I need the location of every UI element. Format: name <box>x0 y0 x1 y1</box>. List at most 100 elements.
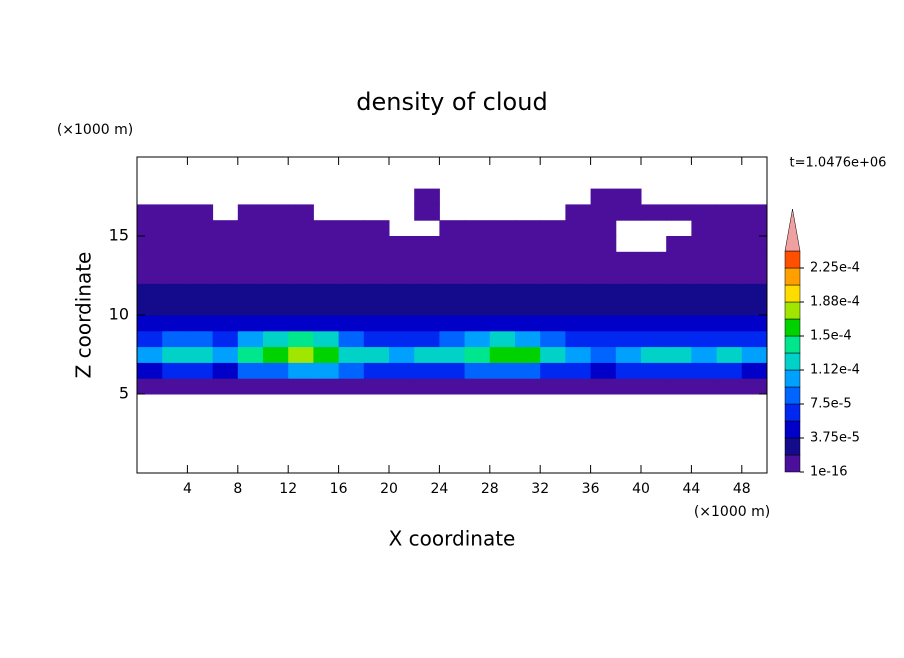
contour-cell <box>263 299 289 316</box>
contour-cell <box>489 251 516 269</box>
x-tick-label: 28 <box>481 481 499 497</box>
contour-cell <box>313 267 340 284</box>
contour-cell <box>515 378 541 395</box>
contour-cell <box>313 299 340 316</box>
contour-cell <box>641 251 667 269</box>
contour-cell <box>590 299 617 316</box>
contour-cell <box>716 251 743 269</box>
contour-cell <box>237 362 264 379</box>
contour-cell <box>338 330 365 348</box>
contour-cell <box>691 362 718 379</box>
contour-cell <box>590 220 617 237</box>
colorbar-tick-label: 2.25e-4 <box>810 261 860 276</box>
contour-cell <box>489 315 516 332</box>
contour-cell <box>464 220 491 237</box>
contour-cell <box>212 267 239 284</box>
contour-cell <box>515 283 541 300</box>
contour-cell <box>288 267 314 284</box>
contour-cell <box>414 330 440 348</box>
contour-cell <box>615 378 642 395</box>
contour-cell <box>237 251 264 269</box>
chart-title: density of cloud <box>356 88 547 116</box>
contour-cell <box>363 362 390 379</box>
contour-cell <box>338 299 365 316</box>
contour-cell <box>263 378 289 395</box>
contour-cell <box>515 330 541 348</box>
contour-cell <box>363 330 390 348</box>
contour-cell <box>615 362 642 379</box>
contour-cell <box>212 283 239 300</box>
contour-cell <box>363 346 390 363</box>
x-axis-label: X coordinate <box>389 527 516 551</box>
contour-cell <box>565 299 592 316</box>
contour-cell <box>162 220 188 237</box>
contour-cell <box>237 330 264 348</box>
contour-cell <box>288 378 314 395</box>
x-tick-label: 16 <box>330 481 348 497</box>
contour-cell <box>212 378 239 395</box>
contour-cell <box>237 283 264 300</box>
contour-cell <box>212 362 239 379</box>
contour-cell <box>615 330 642 348</box>
contour-cell <box>137 362 163 379</box>
contour-cell <box>237 220 264 237</box>
contour-cell <box>389 236 415 253</box>
contour-cell <box>615 346 642 363</box>
contour-cell <box>162 346 188 363</box>
contour-cell <box>263 267 289 284</box>
contour-cell <box>641 315 667 332</box>
contour-cell <box>313 251 340 269</box>
contour-cell <box>741 251 768 269</box>
contour-cell <box>263 362 289 379</box>
contour-cell <box>716 330 743 348</box>
contour-cell <box>288 251 314 269</box>
contour-cell <box>489 236 516 253</box>
contour-cell <box>137 330 163 348</box>
contour-cell <box>666 362 692 379</box>
contour-cell <box>590 378 617 395</box>
x-tick-label: 48 <box>733 481 751 497</box>
colorbar-box <box>784 352 801 371</box>
contour-cell <box>641 346 667 363</box>
contour-cell <box>212 315 239 332</box>
colorbar-box <box>784 454 801 473</box>
contour-cell <box>615 251 642 269</box>
contour-cell <box>615 299 642 316</box>
contour-cell <box>741 236 768 253</box>
contour-cell <box>288 330 314 348</box>
contour-cell <box>691 299 718 316</box>
colorbar-box <box>784 250 801 269</box>
contour-cell <box>137 267 163 284</box>
contour-cell <box>615 204 642 221</box>
contour-cell <box>540 362 566 379</box>
contour-cell <box>565 346 592 363</box>
contour-cell <box>338 315 365 332</box>
contour-cell <box>363 315 390 332</box>
contour-cell <box>741 378 768 395</box>
contour-cell <box>666 378 692 395</box>
contour-cell <box>414 204 440 221</box>
contour-cell <box>137 204 163 221</box>
contour-cell <box>137 315 163 332</box>
contour-cell <box>237 204 264 221</box>
contour-cell <box>389 251 415 269</box>
contour-cell <box>565 362 592 379</box>
contour-cell <box>237 299 264 316</box>
contour-cell <box>237 346 264 363</box>
contour-cell <box>137 236 163 253</box>
contour-cell <box>615 315 642 332</box>
y-tick-label: 10 <box>109 305 129 324</box>
contour-cell <box>615 283 642 300</box>
contour-cell <box>716 299 743 316</box>
x-tick-label: 44 <box>682 481 700 497</box>
contour-cell <box>666 204 692 221</box>
contour-cell <box>313 283 340 300</box>
colorbar-extend <box>784 208 801 252</box>
contour-cell <box>414 283 440 300</box>
colorbar-tick-label: 1.12e-4 <box>810 363 860 378</box>
contour-cell <box>338 283 365 300</box>
contour-cell <box>565 267 592 284</box>
contour-cell <box>515 299 541 316</box>
x-tick-label: 24 <box>430 481 448 497</box>
